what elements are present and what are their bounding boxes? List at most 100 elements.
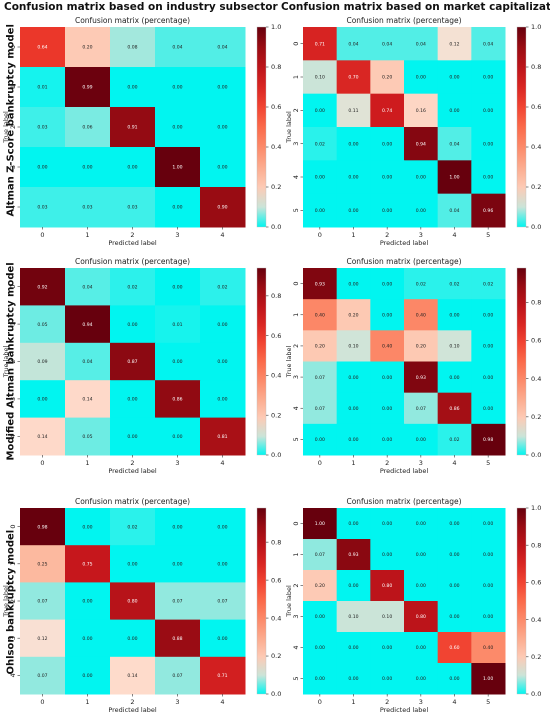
x-tick-label: 1 xyxy=(351,698,355,706)
heatmap-cell xyxy=(65,582,111,621)
heatmap-cell xyxy=(336,299,371,331)
heatmap-cell xyxy=(65,342,111,381)
heatmap-cell xyxy=(370,539,405,571)
colorbar-tick-label: 0.8 xyxy=(531,541,541,549)
colorbar-tick-label: 0.2 xyxy=(531,183,541,191)
heatmap-cell xyxy=(65,417,111,456)
y-tick-label: 0 xyxy=(9,525,17,529)
colorbar xyxy=(256,267,267,456)
heatmap-cell xyxy=(200,545,246,583)
cell-value-label: 1.00 xyxy=(172,165,182,171)
x-tick-label: 3 xyxy=(419,231,423,239)
y-tick-label: 1 xyxy=(292,75,300,79)
heatmap-cell xyxy=(404,392,439,425)
colorbar-tick-label: 0.6 xyxy=(531,337,541,345)
cell-value-label: 0.00 xyxy=(172,434,182,440)
cell-value-label: 0.02 xyxy=(127,524,137,530)
cell-value-label: 0.00 xyxy=(483,583,493,589)
cell-value-label: 0.02 xyxy=(127,284,137,290)
cell-value-label: 0.00 xyxy=(449,75,459,81)
cell-value-label: 0.00 xyxy=(483,75,493,81)
cell-value-label: 0.00 xyxy=(483,375,493,381)
x-tick-label: 4 xyxy=(452,459,456,467)
heatmap-cell xyxy=(303,508,338,540)
cell-value-label: 0.00 xyxy=(217,322,227,328)
heatmap-cell xyxy=(200,508,246,546)
cell-value-label: 0.16 xyxy=(416,108,426,114)
cell-value-label: 0.80 xyxy=(416,614,426,620)
cell-value-label: 0.00 xyxy=(382,437,392,443)
heatmap-cell xyxy=(471,632,506,664)
y-tick-label: 5 xyxy=(292,437,300,441)
heatmap-cell xyxy=(20,342,66,381)
colorbar-tick-label: 0.0 xyxy=(271,451,281,459)
cell-value-label: 0.00 xyxy=(483,614,493,620)
cell-value-label: 0.00 xyxy=(416,75,426,81)
cell-value-label: 0.00 xyxy=(483,406,493,412)
heatmap-cell xyxy=(471,127,506,161)
cell-value-label: 0.07 xyxy=(172,599,182,605)
cell-value-label: 0.07 xyxy=(315,552,325,558)
right-column-header: Confusion matrix based on market capital… xyxy=(281,1,550,13)
y-tick-label: 0 xyxy=(292,42,300,46)
matrix-title: Confusion matrix (percentage) xyxy=(346,497,461,506)
cell-value-label: 0.20 xyxy=(82,45,92,51)
cell-value-label: 0.00 xyxy=(416,208,426,214)
heatmap-cell xyxy=(437,361,472,394)
cell-value-label: 0.00 xyxy=(82,599,92,605)
cell-value-label: 0.01 xyxy=(172,322,182,328)
heatmap-cell xyxy=(65,545,111,583)
colorbar xyxy=(256,507,267,695)
cell-value-label: 0.07 xyxy=(172,673,182,679)
heatmap-cell xyxy=(65,27,111,68)
heatmap-cell xyxy=(155,508,201,546)
heatmap-cell xyxy=(336,193,371,228)
cell-value-label: 0.98 xyxy=(37,524,47,530)
cell-value-label: 0.02 xyxy=(217,284,227,290)
heatmap-cell xyxy=(437,330,472,362)
x-tick-label: 3 xyxy=(175,231,179,239)
heatmap-cell xyxy=(303,330,338,362)
heatmap-cell xyxy=(336,423,371,456)
confusion-matrix-2: Confusion matrix (percentage)0.92 0.04 0.0… xyxy=(2,257,281,475)
cell-value-label: 0.00 xyxy=(217,524,227,530)
heatmap-cell xyxy=(370,127,405,161)
cell-value-label: 0.00 xyxy=(348,175,358,181)
heatmap-cell xyxy=(336,268,371,300)
y-tick-label: 1 xyxy=(9,85,17,89)
cell-value-label: 0.00 xyxy=(172,85,182,91)
y-tick-label: 3 xyxy=(9,165,17,169)
cell-value-label: 0.00 xyxy=(483,312,493,318)
heatmap-cell xyxy=(20,508,66,546)
cell-value-label: 0.92 xyxy=(37,284,47,290)
cell-value-label: 0.00 xyxy=(382,312,392,318)
x-tick-label: 1 xyxy=(85,231,89,239)
cell-value-label: 0.00 xyxy=(217,636,227,642)
x-tick-label: 5 xyxy=(486,231,490,239)
cell-value-label: 0.11 xyxy=(348,108,358,114)
cell-value-label: 0.00 xyxy=(217,397,227,403)
heatmap-cell xyxy=(20,187,66,228)
heatmap-cell xyxy=(370,423,405,456)
heatmap-cell xyxy=(303,60,338,95)
heatmap-cell xyxy=(404,570,439,602)
colorbar-tick-label: 0.6 xyxy=(271,332,281,340)
colorbar-tick-label: 0.8 xyxy=(531,63,541,71)
heatmap-cell xyxy=(404,60,439,95)
heatmap-cell xyxy=(404,361,439,394)
colorbar-tick-label: 0.6 xyxy=(271,103,281,111)
x-tick-label: 2 xyxy=(385,698,389,706)
colorbar-tick-label: 0.4 xyxy=(271,614,281,622)
heatmap-cell xyxy=(471,361,506,394)
heatmap-cell xyxy=(110,582,156,621)
cell-value-label: 0.00 xyxy=(483,552,493,558)
cell-value-label: 0.00 xyxy=(348,676,358,682)
cell-value-label: 0.94 xyxy=(82,322,92,328)
matrix-title: Confusion matrix (percentage) xyxy=(346,257,461,266)
heatmap-cell xyxy=(336,361,371,394)
colorbar-tick-label: 0.2 xyxy=(271,183,281,191)
heatmap-cell xyxy=(65,107,111,148)
y-tick-label: 4 xyxy=(292,175,300,179)
heatmap-cell xyxy=(471,330,506,362)
